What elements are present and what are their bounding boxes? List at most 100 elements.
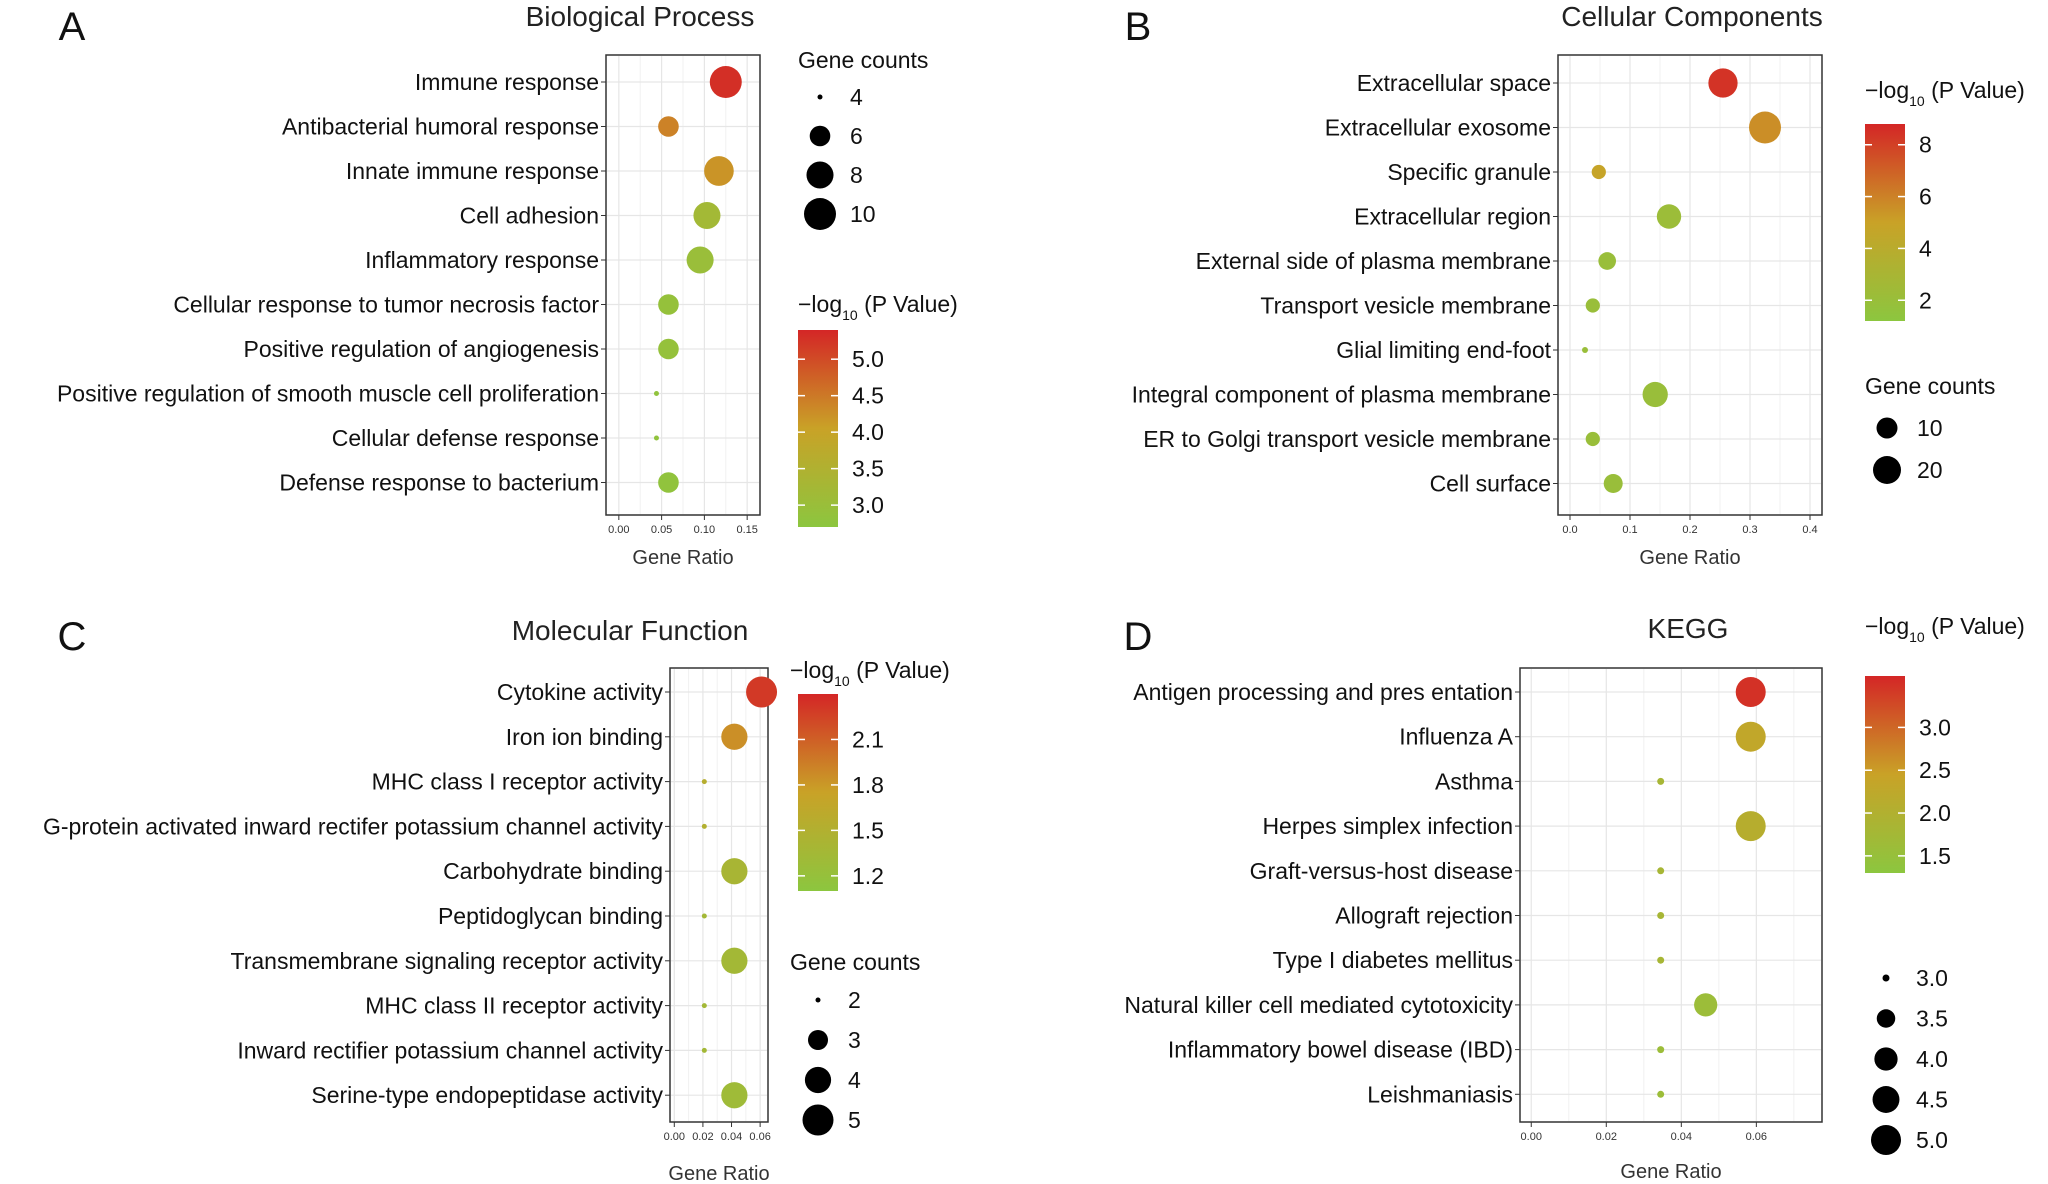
panel-title: KEGG <box>1648 613 1729 644</box>
x-tick-label: 0.00 <box>664 1131 685 1143</box>
color-bar-label: 4.5 <box>852 383 884 409</box>
size-legend-label: 10 <box>1917 415 1943 441</box>
color-bar <box>1865 124 1905 321</box>
y-tick-label: Cell adhesion <box>460 203 599 229</box>
size-legend-title: Gene counts <box>790 949 920 975</box>
color-bar-label: 6 <box>1919 184 1932 210</box>
color-bar-label: 4 <box>1919 235 1932 261</box>
color-bar-label: 2.0 <box>1919 800 1951 826</box>
data-point <box>721 1082 748 1109</box>
y-tick-label: Glial limiting end-foot <box>1336 337 1551 363</box>
y-tick-label: Influenza A <box>1399 724 1513 750</box>
data-point <box>1735 677 1766 707</box>
color-legend-title: −log10 (P Value) <box>1865 613 2025 645</box>
x-tick-label: 0.2 <box>1682 524 1697 536</box>
x-tick-label: 0.04 <box>1671 1131 1692 1143</box>
size-legend-dot <box>806 161 834 189</box>
panel-title: Molecular Function <box>512 615 749 646</box>
panel-title: Cellular Components <box>1561 1 1822 32</box>
size-legend-label: 4.0 <box>1916 1046 1948 1072</box>
panel-letter: D <box>1124 615 1153 659</box>
color-bar-label: 1.2 <box>852 863 884 889</box>
size-legend-dot <box>1874 1047 1898 1071</box>
y-tick-label: Antibacterial humoral response <box>282 114 599 140</box>
y-tick-label: Extracellular region <box>1354 204 1551 230</box>
x-tick-label: 0.10 <box>694 524 715 536</box>
y-tick-label: Cellular defense response <box>332 425 599 451</box>
y-tick-label: Asthma <box>1435 768 1513 794</box>
x-tick-label: 0.02 <box>692 1131 713 1143</box>
data-point <box>1603 474 1623 493</box>
color-bar-label: 4.0 <box>852 419 884 445</box>
data-point <box>1591 164 1606 180</box>
color-legend-title: −log10 (P Value) <box>790 657 950 689</box>
x-tick-label: 0.00 <box>608 524 629 536</box>
data-point <box>1708 68 1738 98</box>
data-point <box>658 472 679 493</box>
size-legend-label: 3.5 <box>1916 1006 1948 1032</box>
x-axis-label: Gene Ratio <box>1639 547 1740 569</box>
data-point <box>653 435 659 441</box>
color-bar-label: 1.5 <box>852 817 884 843</box>
x-axis-label: Gene Ratio <box>632 547 733 569</box>
data-point <box>1657 912 1665 919</box>
color-bar <box>798 330 838 527</box>
panel-b: B Cellular Components 0.0 0.1 0.2 0.3 0.4 Gene … <box>1125 1 2025 569</box>
size-legend-title: Gene counts <box>1865 373 1995 399</box>
y-tick-label: Antigen processing and pres entation <box>1133 679 1513 705</box>
y-tick-label: Type I diabetes mellitus <box>1273 947 1513 973</box>
data-point <box>1735 721 1766 752</box>
size-legend-dot <box>804 1066 832 1094</box>
data-point <box>693 201 721 230</box>
x-tick-label: 0.00 <box>1521 1131 1542 1143</box>
size-legend-dot <box>809 125 831 147</box>
data-point <box>1657 777 1665 785</box>
data-point <box>1657 956 1665 964</box>
y-tick-label: MHC class II receptor activity <box>365 993 663 1019</box>
data-point <box>1657 1046 1665 1054</box>
color-bar-label: 1.5 <box>1919 843 1951 869</box>
color-bar <box>798 694 838 891</box>
panel-letter: C <box>58 615 87 659</box>
data-point <box>658 294 679 315</box>
size-legend-dot <box>1872 1086 1900 1113</box>
x-tick-label: 0.02 <box>1596 1131 1617 1143</box>
color-bar <box>1865 676 1905 873</box>
y-tick-label: Integral component of plasma membrane <box>1132 382 1551 408</box>
plot-area <box>1519 667 1823 1123</box>
y-tick-label: ER to Golgi transport vesicle membrane <box>1143 426 1551 452</box>
y-tick-label: Positive regulation of angiogenesis <box>244 336 599 362</box>
color-bar-label: 2 <box>1919 287 1932 313</box>
y-tick-label: Transmembrane signaling receptor activit… <box>231 948 664 974</box>
size-legend-label: 20 <box>1917 457 1943 483</box>
y-tick-label: Peptidoglycan binding <box>438 903 663 929</box>
size-legend-title: Gene counts <box>798 47 928 73</box>
data-point <box>701 779 707 785</box>
size-legend-label: 6 <box>850 123 863 149</box>
data-point <box>1585 431 1600 447</box>
color-legend-title: −log10 (P Value) <box>798 291 958 323</box>
data-point <box>658 338 679 360</box>
y-tick-label: G-protein activated inward rectifer pota… <box>43 813 664 839</box>
x-tick-label: 0.4 <box>1802 524 1817 536</box>
color-bar-label: 2.5 <box>1919 757 1951 783</box>
size-legend-dot <box>817 94 823 100</box>
x-tick-label: 0.05 <box>651 524 672 536</box>
size-legend-dot <box>1871 1125 1901 1155</box>
data-point <box>1694 993 1718 1017</box>
data-point <box>1598 252 1617 270</box>
y-tick-label: Iron ion binding <box>506 724 663 750</box>
size-legend-dot <box>1876 1009 1896 1028</box>
data-point <box>653 391 659 396</box>
y-tick-label: Immune response <box>415 69 599 95</box>
size-legend-label: 4 <box>848 1067 861 1093</box>
data-point <box>721 947 748 974</box>
y-tick-label: Natural killer cell mediated cytotoxicit… <box>1124 992 1513 1018</box>
y-tick-label: Extracellular space <box>1357 70 1551 96</box>
data-point <box>1642 381 1668 408</box>
y-tick-label: External side of plasma membrane <box>1196 248 1551 274</box>
size-legend-label: 5.0 <box>1916 1127 1948 1153</box>
y-tick-label: Carbohydrate binding <box>443 858 663 884</box>
y-tick-label: Leishmaniasis <box>1367 1081 1513 1107</box>
x-axis-label: Gene Ratio <box>1620 1161 1721 1183</box>
